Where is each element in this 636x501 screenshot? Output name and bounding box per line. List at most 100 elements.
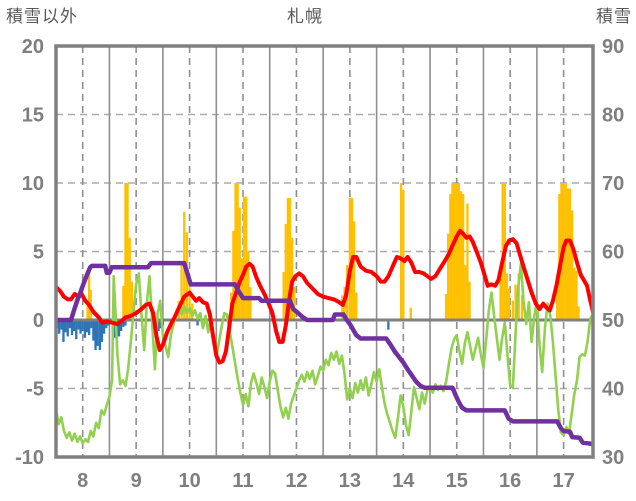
orange-bar [453, 183, 456, 320]
left-axis-title: 積雪以外 [6, 7, 78, 26]
blue-bar [60, 320, 63, 330]
plot-series [56, 183, 593, 447]
orange-bar [86, 303, 89, 320]
chart-title: 札幌 [287, 7, 323, 26]
orange-bar [288, 198, 292, 320]
blue-bar [387, 320, 390, 330]
orange-bar [444, 294, 448, 320]
blue-bar [157, 320, 160, 331]
orange-bar [341, 295, 344, 320]
left-tick-label: 20 [22, 36, 44, 58]
blue-bar [196, 320, 199, 326]
orange-bar [449, 194, 452, 320]
right-axis-title: 積雪 [596, 7, 632, 26]
left-tick-label: 5 [33, 242, 44, 264]
day-tick-label: 12 [285, 470, 307, 492]
orange-bar [464, 265, 467, 320]
orange-bar [124, 183, 127, 320]
blue-bar [124, 320, 127, 326]
blue-bar [58, 320, 61, 334]
blue-bar [105, 320, 108, 329]
blue-bar [100, 320, 104, 342]
blue-bar [102, 320, 106, 334]
orange-bar [558, 194, 561, 320]
orange-bar [511, 300, 514, 320]
day-tick-label: 8 [77, 470, 88, 492]
orange-bar [232, 230, 235, 320]
blue-bar [117, 320, 121, 337]
purple-line [56, 260, 593, 447]
right-tick-label: 50 [602, 310, 624, 332]
day-tick-label: 9 [131, 470, 142, 492]
right-tick-label: 80 [602, 105, 624, 127]
blue-bar [113, 320, 116, 338]
blue-bar [98, 320, 101, 351]
orange-bar [238, 207, 241, 320]
orange-bar [293, 287, 296, 320]
orange-bar [188, 278, 191, 320]
blue-bar [75, 320, 78, 340]
orange-bar [400, 183, 403, 320]
orange-bar [457, 183, 460, 320]
left-tick-label: 10 [22, 173, 44, 195]
orange-bar [577, 306, 580, 320]
left-tick-label: -5 [26, 379, 44, 401]
blue-bar [120, 320, 123, 331]
orange-bar [249, 287, 252, 320]
orange-bar [447, 233, 450, 320]
left-tick-label: 0 [33, 310, 44, 332]
day-tick-label: 17 [552, 470, 574, 492]
left-tick-label: -10 [15, 447, 44, 469]
blue-bar [83, 320, 86, 338]
orange-bar [286, 198, 289, 320]
orange-bar [514, 284, 517, 320]
orange-bar [242, 196, 246, 320]
blue-bar [94, 320, 97, 351]
orange-bar [355, 292, 358, 320]
orange-bar [520, 295, 524, 320]
blue-bar [96, 320, 99, 346]
right-tick-label: 60 [602, 242, 624, 264]
blue-bar [64, 320, 67, 333]
blue-bar [85, 320, 89, 333]
orange-bar [455, 183, 458, 320]
plot-border [54, 44, 595, 459]
blue-bar [81, 320, 84, 331]
blue-bar [88, 320, 91, 336]
orange-bar [462, 194, 465, 320]
blue-bar [62, 320, 65, 342]
orange-bar [348, 198, 351, 320]
left-tick-label: 15 [22, 105, 44, 127]
orange-bar [466, 203, 469, 320]
blue-bar [122, 320, 125, 327]
orange-bar [245, 196, 248, 320]
orange-bar [409, 307, 412, 320]
orange-bar [126, 183, 129, 320]
orange-bar [122, 285, 125, 321]
orange-bar [284, 224, 287, 320]
day-tick-label: 11 [232, 470, 253, 492]
green-line [56, 262, 593, 445]
blue-bar [68, 320, 71, 329]
orange-bar [88, 267, 91, 320]
orange-bar [128, 237, 131, 320]
blue-bar [70, 320, 74, 336]
orange-bar [468, 281, 471, 320]
blue-bar [90, 320, 93, 329]
blue-bar [92, 320, 95, 341]
day-tick-label: 10 [178, 470, 200, 492]
day-tick-label: 15 [446, 470, 468, 492]
blue-bar [77, 320, 80, 330]
orange-bar [240, 258, 244, 320]
orange-bar [459, 191, 463, 320]
red-line [56, 228, 593, 365]
orange-bar [130, 281, 133, 320]
blue-bar [79, 320, 82, 334]
orange-bar [451, 183, 454, 320]
orange-bar [505, 273, 509, 320]
orange-bar [573, 267, 576, 320]
orange-bar [507, 288, 511, 320]
orange-bar [556, 278, 559, 320]
orange-bar [566, 188, 569, 320]
